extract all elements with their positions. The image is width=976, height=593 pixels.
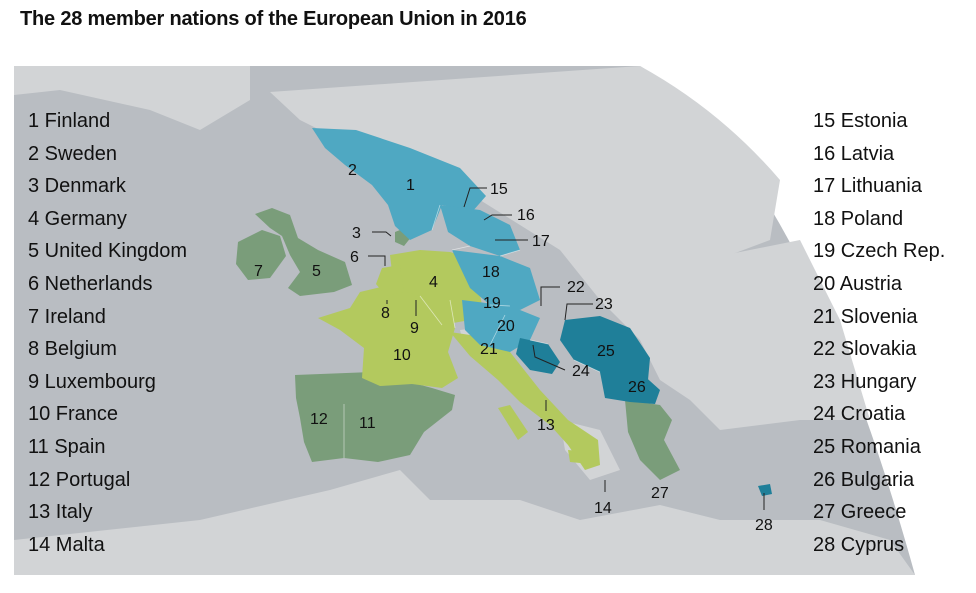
- countries-western: [318, 250, 600, 470]
- croatia-shape: [516, 338, 560, 374]
- map-label-6: 6: [350, 249, 359, 266]
- legend-item: 15 Estonia: [813, 110, 908, 132]
- legend-item: 21 Slovenia: [813, 305, 918, 328]
- map-label-26: 26: [628, 379, 646, 396]
- countries-eastern: [516, 316, 772, 496]
- legend-item: 25 Romania: [813, 435, 921, 458]
- legend-item: 11 Spain: [28, 435, 106, 458]
- legend-item: 16 Latvia: [813, 142, 895, 165]
- legend-item: 8 Belgium: [28, 338, 117, 361]
- greece-shape: [625, 400, 680, 480]
- map-label-21: 21: [480, 341, 498, 358]
- internal-borders: [343, 204, 601, 458]
- map-label-11: 11: [359, 415, 376, 432]
- legend-right: 15 Estonia 16 Latvia 17 Lithuania 18 Pol…: [813, 108, 945, 564]
- legend-item: 26 Bulgaria: [813, 468, 915, 491]
- map-label-9: 9: [410, 320, 419, 337]
- legend-item: 12 Portugal: [28, 468, 131, 491]
- legend-item: 23 Hungary: [813, 370, 917, 393]
- bulgaria-shape: [600, 372, 660, 404]
- map-label-28: 28: [755, 517, 773, 534]
- map-title: The 28 member nations of the European Un…: [20, 8, 527, 30]
- map-label-24: 24: [572, 363, 590, 380]
- map-label-23: 23: [595, 296, 613, 313]
- map-label-27: 27: [651, 485, 669, 502]
- map-label-13: 13: [537, 417, 555, 434]
- spain-portugal-shape: [295, 372, 455, 462]
- map-label-1: 1: [406, 177, 415, 194]
- legend-item: 10 France: [28, 403, 119, 426]
- map-labels: 1 2 3 4 5 6 7 8 9 10 11 12 13 14 15 16 1…: [254, 162, 773, 534]
- legend-item: 14 Malta: [28, 533, 105, 556]
- map-label-4: 4: [429, 274, 438, 291]
- map-label-3: 3: [352, 225, 361, 242]
- legend-item: 22 Slovakia: [813, 338, 917, 361]
- map-label-16: 16: [517, 207, 535, 224]
- legend-left: 1 Finland 2 Sweden 3 Denmark 4 Germany 5…: [28, 108, 187, 564]
- legend-item: 6 Netherlands: [28, 272, 153, 295]
- leader-lines: [368, 187, 765, 510]
- legend-item: 4 Germany: [28, 207, 127, 230]
- legend-item: 28 Cyprus: [813, 533, 905, 556]
- map-label-20: 20: [497, 318, 515, 335]
- romania-shape: [560, 316, 650, 380]
- map-label-18: 18: [482, 264, 500, 281]
- map-label-10: 10: [393, 347, 411, 364]
- germany-shape: [390, 250, 482, 325]
- legend-item: 2 Sweden: [28, 142, 117, 165]
- uk-shape: [255, 208, 352, 296]
- sweden-finland-shape: [312, 128, 486, 240]
- legend-item: 5 United Kingdom: [28, 240, 187, 263]
- legend-item: 27 Greece: [813, 501, 907, 524]
- legend-item: 1 Finland: [28, 110, 111, 132]
- countries-green: [236, 208, 680, 480]
- legend-item: 20 Austria: [813, 272, 902, 295]
- map-label-7: 7: [254, 263, 263, 280]
- baltics-shape: [440, 205, 520, 256]
- map-label-22: 22: [567, 279, 585, 296]
- legend-item: 13 Italy: [28, 501, 93, 524]
- map-label-2: 2: [348, 162, 357, 179]
- map-label-17: 17: [532, 233, 550, 250]
- legend-item: 9 Luxembourg: [28, 370, 156, 393]
- map-label-8: 8: [381, 305, 390, 322]
- map-label-19: 19: [483, 295, 501, 312]
- map-label-12: 12: [310, 411, 328, 428]
- legend-item: 18 Poland: [813, 207, 904, 230]
- legend-item: 3 Denmark: [28, 175, 126, 198]
- map-label-5: 5: [312, 263, 321, 280]
- legend-item: 7 Ireland: [28, 305, 106, 328]
- italy-shape: [450, 332, 600, 470]
- legend-item: 24 Croatia: [813, 403, 906, 426]
- legend-item: 17 Lithuania: [813, 175, 922, 198]
- map-label-14: 14: [594, 500, 612, 517]
- map-label-25: 25: [597, 343, 615, 360]
- map-label-15: 15: [490, 181, 508, 198]
- france-shape: [318, 286, 458, 388]
- ireland-shape: [236, 230, 286, 280]
- poland-shape: [452, 250, 540, 310]
- benelux-shape: [376, 265, 404, 296]
- legend-item: 19 Czech Rep.: [813, 240, 946, 263]
